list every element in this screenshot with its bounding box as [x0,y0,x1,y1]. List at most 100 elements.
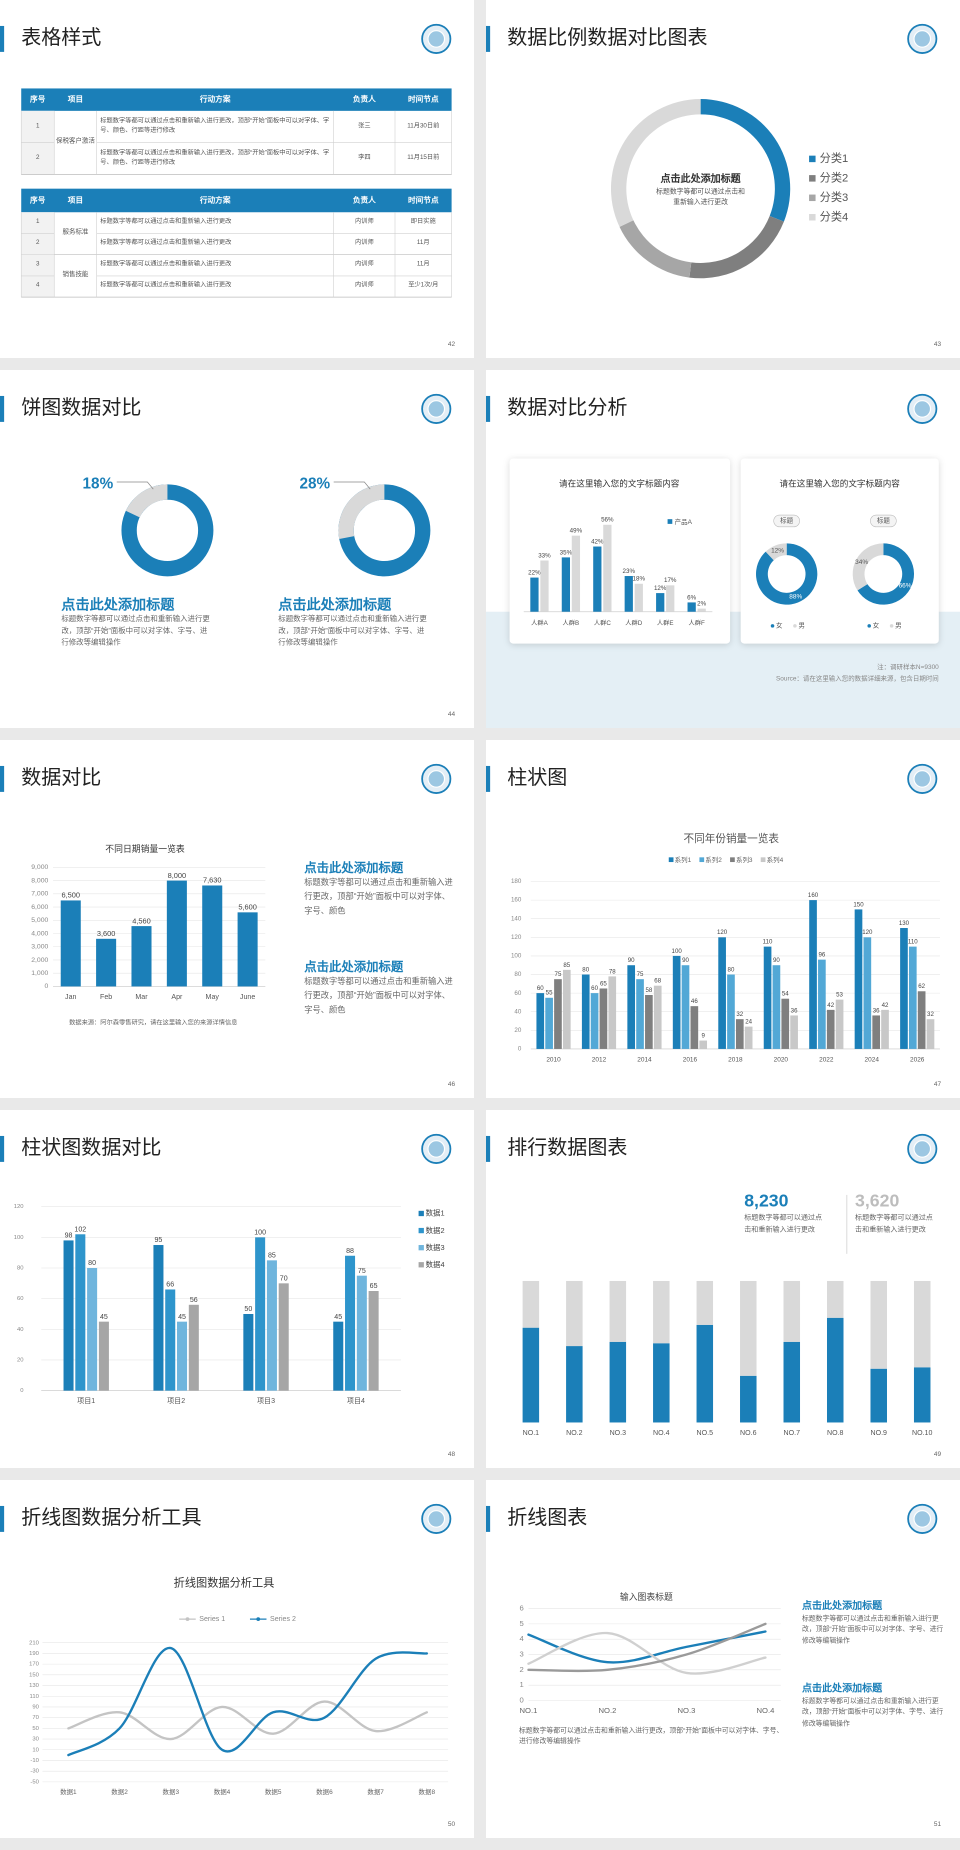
slide-title: 数据对比分析 [507,396,627,419]
page-number: 51 [934,1821,942,1828]
table-cell-box: 11月 [417,261,430,268]
table-cell-box: 标题数字等都可以通过点击和重新输入进行更改 [100,282,231,289]
bar [672,955,681,1049]
bar [202,885,223,987]
table-cell: 内训师 [354,261,374,269]
logo-inner [427,400,446,418]
table-cell: 张三 [358,122,371,130]
table-cell: 内训师 [354,239,374,247]
item-text-box: 标题数字等都可以通过点击和重新输入进行更改，顶部“开始”面板中可以对字体、字号、… [278,615,426,647]
bar [237,912,258,987]
stat-text: 标题数字等都可以通过点击和重新输入进行更改 [744,1214,823,1234]
slide-background [486,1480,960,1838]
page-number: 47 [934,1081,942,1088]
block-text-box: 标题数字等都可以通过点击和重新输入进行更改，顶部“开始”面板中可以对字体、字号、… [802,1615,944,1645]
y-tick-label: 140 [511,915,522,922]
legend-swatch [760,857,766,863]
block-heading: 点击此处添加标题 [802,1599,883,1612]
donut-center-title: 点击此处添加标题 [661,172,742,185]
x-tick-label: 项目2 [167,1397,185,1405]
donut-value-label: 66% [899,583,912,590]
legend-dot [185,1617,190,1622]
y-tick-label: 30 [32,1737,39,1743]
bar [781,998,790,1049]
page-number: 50 [448,1821,456,1828]
slide-background [0,370,474,728]
bar-value-label: 75 [358,1268,366,1275]
bar-segment [783,1280,801,1342]
x-tick-label: 数据6 [316,1787,333,1796]
table-cell: 11月15日前 [407,154,440,162]
y-tick-label: -10 [30,1758,39,1764]
stat-value: 8,230 [744,1191,788,1211]
table-group-label: 服务标准 [62,229,89,237]
bar-value-label: 160 [808,892,819,899]
x-tick-label: 数据8 [419,1787,436,1796]
x-tick-label: June [240,994,255,1001]
table-header-cell: 负责人 [353,94,376,104]
bar-value-label: 23% [623,568,636,575]
table-cell-box: 11月 [417,240,430,247]
bar-value-label: 53 [836,992,843,999]
y-tick-label: 7,000 [31,891,48,898]
x-tick-label: Feb [100,994,112,1001]
bar-value-label: 22% [528,569,541,576]
slide: 折线图数据分析工具 50 折线图数据分析工具 Series 1 Series 2 -50 -… [0,1480,474,1838]
bar [699,1040,708,1049]
donut-segment [689,216,784,279]
bar-value-label: 3,600 [97,929,116,938]
legend-label: Series 1 [199,1616,225,1623]
slide-background [0,1480,474,1838]
bar-segment [696,1324,714,1423]
y-tick-label: 110 [30,1694,40,1700]
bar [690,1006,699,1049]
donut-segment [125,484,168,518]
table-cell-box: 至少1次/月 [408,282,439,290]
table-header-cell: 项目 [68,195,83,204]
page-number: 43 [934,341,942,348]
legend-swatch [418,1262,424,1268]
block-text: 标题数字等都可以通过点击和重新输入进行更改，顶部“开始”面板中可以对字体、字号、… [802,1615,944,1645]
bar [900,928,908,1049]
table-cell: 标题数字等都可以通过点击和重新输入进行更改 [100,261,232,269]
donut-segment [765,543,787,561]
y-tick-label: 6 [519,1604,523,1613]
bar-value-label: 70 [280,1275,288,1282]
bar-value-label: 100 [672,948,683,955]
x-tick-label: NO.2 [566,1430,583,1437]
stat-text-box: 标题数字等都可以通过点击和重新输入进行更改 [744,1214,823,1234]
bar-value-label: 130 [899,920,910,927]
bar-value-label: 98 [65,1233,73,1240]
y-tick-label: 5,000 [31,917,48,924]
bar-segment [913,1280,931,1368]
legend-label: 女 [776,621,783,630]
slide-title: 排行数据图表 [507,1136,627,1159]
bar-value-label: 6,500 [61,891,80,900]
table-cell: 内训师 [354,218,374,226]
slide: 数据对比 46 不同日期销量一览表 0 1,000 2,000 3,000 4,000 5,00… [0,740,474,1098]
table-cell: 至少1次/月 [408,282,439,290]
bar [368,1291,379,1391]
y-tick-label: 120 [511,934,522,941]
bar [809,900,817,1049]
table-cell: 李四 [358,154,371,162]
bar [681,965,690,1049]
bar [166,880,187,987]
x-tick-label: 2012 [592,1056,607,1063]
bar-value-label: 90 [682,957,689,964]
table-cell-box: 标题数字等都可以通过点击和重新输入进行更改 [100,261,232,269]
bar-value-label: 80 [728,966,735,973]
x-tick-label: May [206,994,220,1001]
x-tick-label: 2022 [819,1056,834,1063]
x-tick-label: NO.3 [678,1706,696,1715]
y-tick-label: 80 [17,1266,24,1272]
bar [561,557,571,612]
bar [356,1275,367,1391]
x-tick-label: 人群D [625,619,642,627]
bar [243,1313,254,1391]
legend-swatch [418,1227,424,1234]
slide: 折线图表 51 输入图表标题 0 1 2 3 4 5 6 NO.1 NO.2 NO.3 NO.4 标题数字等… [486,1480,960,1838]
bar-value-label: 95 [155,1237,163,1244]
source: 数据来源：阿尔森零售研究，请在这里输入您的来源详情信息 [69,1019,237,1027]
